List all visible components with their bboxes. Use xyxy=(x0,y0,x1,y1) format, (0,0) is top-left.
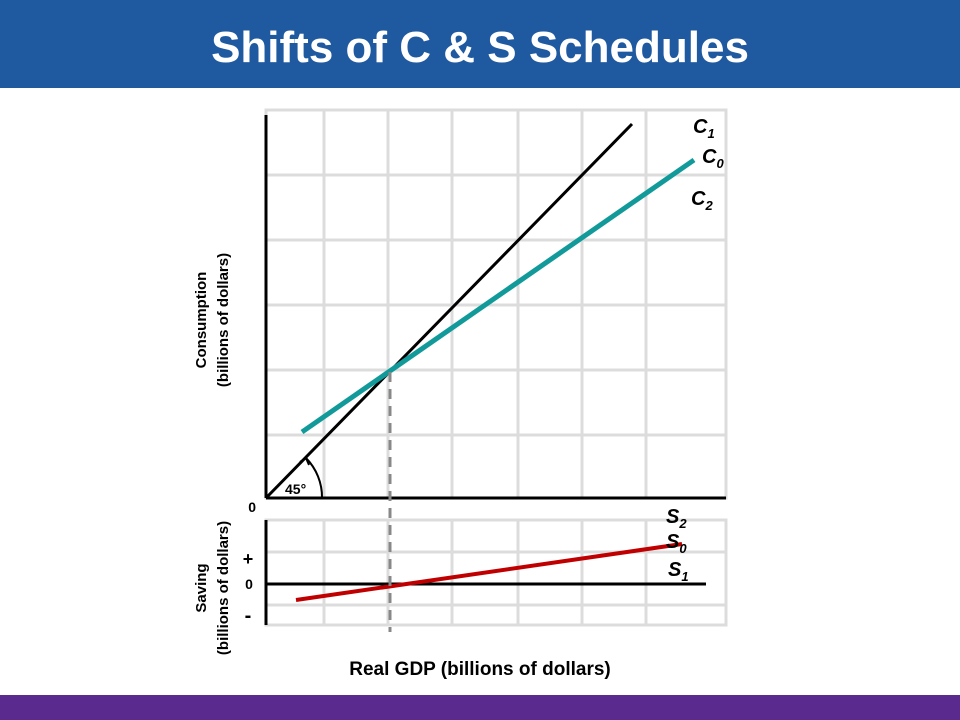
arc-arrow xyxy=(299,456,310,466)
angle-arc xyxy=(305,457,324,499)
header-bar xyxy=(0,0,960,88)
curve-label: C2 xyxy=(691,188,713,213)
curve-label: S2 xyxy=(666,506,687,531)
curve-label: S1 xyxy=(668,559,689,584)
45-degree-line xyxy=(264,122,634,500)
label-base: S xyxy=(666,506,680,528)
zero-label: 0 xyxy=(245,576,253,592)
curve-label: C0 xyxy=(702,146,724,171)
label-sub: 2 xyxy=(704,198,713,213)
label-sub: 1 xyxy=(681,569,688,584)
top-axis-label: Consumption (billions of dollars) xyxy=(193,253,232,387)
angle-label: 45° xyxy=(285,481,306,497)
consumption-line xyxy=(300,157,696,435)
label-sub: 0 xyxy=(679,541,687,556)
label-sub: 2 xyxy=(678,516,687,531)
label-base: C xyxy=(693,116,708,138)
label-sub: 0 xyxy=(716,156,724,171)
label-base: C xyxy=(702,146,717,168)
top-grid xyxy=(264,108,728,500)
origin-label: 0 xyxy=(248,499,256,515)
label-base: S xyxy=(666,531,680,553)
label-base: C xyxy=(691,188,706,210)
title: Shifts of C & S Schedules xyxy=(211,23,749,72)
footer-bar xyxy=(0,695,960,720)
saving-line xyxy=(295,542,683,602)
label-sub: 1 xyxy=(707,126,714,141)
axis-label-line: Saving xyxy=(193,563,210,612)
plus-sign: + xyxy=(243,549,254,569)
x-axis-label: Real GDP (billions of dollars) xyxy=(349,659,610,680)
bottom-axis-label: Saving (billions of dollars) xyxy=(193,521,232,655)
label-base: S xyxy=(668,559,682,581)
axis-label-line: (billions of dollars) xyxy=(215,253,232,387)
curve-label: S0 xyxy=(666,531,687,556)
axis-label-line: Consumption xyxy=(193,272,210,369)
curve-label: C1 xyxy=(693,116,715,141)
minus-sign: - xyxy=(245,605,252,627)
axis-label-line: (billions of dollars) xyxy=(215,521,232,655)
